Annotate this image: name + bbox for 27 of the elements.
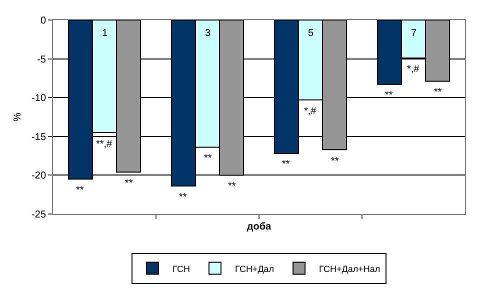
annotation: **	[204, 153, 212, 164]
y-tick-label: 0	[40, 16, 46, 26]
y-tick-label: -10	[32, 93, 46, 104]
x-axis-title: доба	[246, 222, 272, 232]
annotation: **	[331, 156, 339, 167]
x-tick-label: 1	[102, 28, 108, 39]
annotation: **	[434, 87, 442, 98]
x-tick-label: 3	[205, 28, 211, 39]
annotation: **	[179, 192, 187, 203]
annotation: **	[228, 181, 236, 192]
y-tick-label: -20	[32, 170, 46, 182]
legend-label: ГСН+Дал	[234, 264, 274, 274]
y-tick-label: -15	[32, 132, 46, 143]
legend-label: ГСН+Дал+Нал	[319, 264, 380, 274]
annotation: *,#	[407, 64, 420, 75]
annotation: **	[125, 178, 133, 189]
y-tick-label: -5	[37, 54, 46, 66]
y-axis-title: %	[12, 112, 24, 122]
annotation: **	[282, 159, 290, 170]
y-tick-label: -25	[32, 210, 46, 220]
annotation: **	[385, 90, 393, 101]
annotation: **,#	[96, 139, 113, 150]
legend-label: ГСН	[172, 264, 190, 274]
annotation: **	[76, 185, 84, 196]
x-tick-label: 5	[308, 28, 314, 39]
x-tick-label: 7	[411, 28, 417, 39]
annotation: *,#	[304, 106, 317, 117]
